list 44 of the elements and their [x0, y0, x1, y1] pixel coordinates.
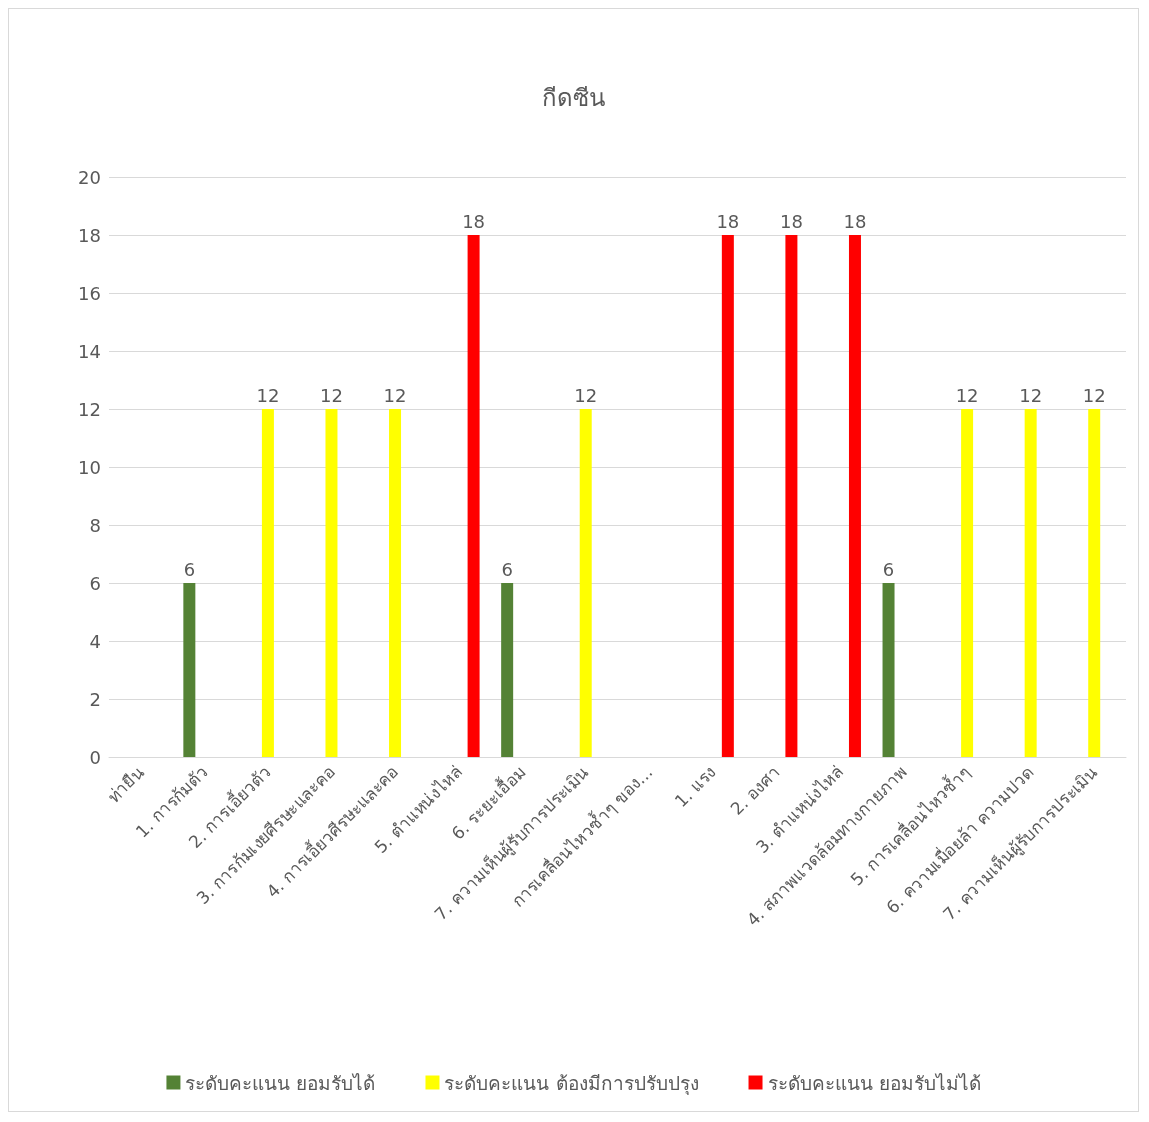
- y-tick-label: 4: [89, 630, 101, 652]
- y-tick-label: 10: [78, 456, 101, 478]
- data-label: 6: [183, 558, 196, 580]
- data-label: 12: [574, 384, 598, 406]
- data-label: 12: [1019, 384, 1043, 406]
- y-tick-label: 6: [89, 572, 101, 594]
- data-label: 12: [955, 384, 979, 406]
- bar: [501, 583, 514, 757]
- y-tick-label: 2: [89, 688, 101, 710]
- data-label: 6: [882, 558, 895, 580]
- legend-label: ระดับคะแนน ต้องมีการปรับปรุง: [444, 1071, 699, 1096]
- data-label: 12: [1082, 384, 1106, 406]
- bar: [183, 583, 196, 757]
- data-label: 18: [779, 210, 803, 232]
- bar: [1088, 409, 1101, 757]
- y-tick-label: 14: [78, 340, 101, 362]
- data-label: 6: [501, 558, 513, 580]
- data-label: 12: [320, 384, 343, 406]
- data-label: 18: [843, 210, 867, 232]
- y-tick-label: 20: [78, 166, 101, 188]
- legend-label: ระดับคะแนน ยอมรับได้: [185, 1071, 376, 1094]
- bar: [848, 235, 861, 757]
- bar: [785, 235, 798, 757]
- bar: [467, 235, 480, 757]
- bar: [961, 409, 974, 757]
- bar: [325, 409, 338, 757]
- bar: [579, 409, 592, 757]
- data-label: 12: [383, 384, 407, 406]
- y-tick-label: 0: [89, 746, 101, 768]
- x-tick-label: 1. แรง: [670, 761, 720, 812]
- data-label: 18: [716, 210, 740, 232]
- y-tick-label: 12: [78, 398, 101, 420]
- y-tick-label: 8: [89, 514, 101, 536]
- data-label: 12: [256, 384, 280, 406]
- legend-label: ระดับคะแนน ยอมรับไม่ได้: [767, 1071, 981, 1094]
- y-tick-label: 18: [78, 224, 101, 246]
- data-label: 18: [462, 210, 486, 232]
- bar: [882, 583, 895, 757]
- y-tick-label: 16: [78, 282, 101, 304]
- bar: [261, 409, 274, 757]
- chart-title: กีดซีน: [542, 84, 605, 112]
- bar: [721, 235, 734, 757]
- bar: [1024, 409, 1037, 757]
- bar: [389, 409, 402, 757]
